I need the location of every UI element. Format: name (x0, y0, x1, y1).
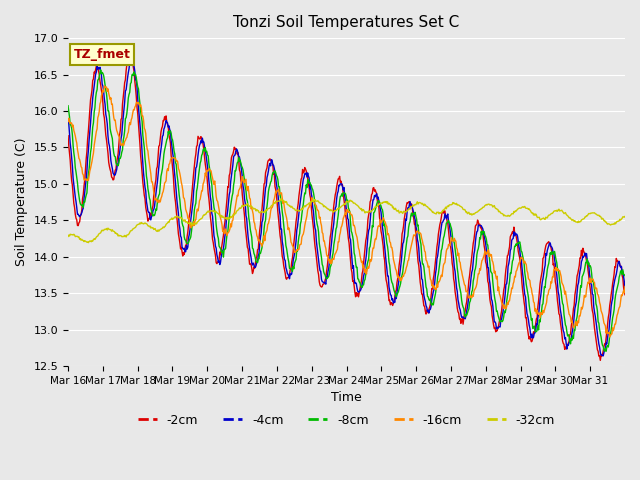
-8cm (64, 103, 72, 108)
-16cm (260, 233, 268, 239)
-8cm (404, 225, 412, 230)
Title: Tonzi Soil Temperatures Set C: Tonzi Soil Temperatures Set C (234, 15, 460, 30)
-8cm (233, 164, 241, 169)
Line: -4cm: -4cm (68, 60, 625, 356)
X-axis label: Time: Time (331, 391, 362, 404)
-2cm (64, 133, 72, 139)
Legend: -2cm, -4cm, -8cm, -16cm, -32cm: -2cm, -4cm, -8cm, -16cm, -32cm (133, 409, 560, 432)
-16cm (436, 277, 444, 283)
-32cm (260, 210, 268, 216)
-8cm (602, 348, 610, 354)
-16cm (233, 196, 241, 202)
Line: -16cm: -16cm (68, 86, 625, 337)
-4cm (282, 257, 289, 263)
-32cm (406, 206, 413, 212)
-8cm (97, 67, 104, 73)
-2cm (131, 69, 138, 74)
-32cm (233, 208, 241, 214)
-16cm (282, 209, 289, 215)
-8cm (260, 226, 268, 232)
-4cm (621, 286, 629, 291)
-16cm (404, 257, 412, 263)
-32cm (436, 210, 444, 216)
Line: -2cm: -2cm (68, 54, 625, 360)
-16cm (621, 284, 629, 289)
-32cm (131, 225, 138, 231)
-2cm (127, 51, 134, 57)
-16cm (606, 334, 614, 340)
-32cm (277, 196, 285, 202)
Line: -8cm: -8cm (68, 70, 625, 351)
-4cm (404, 206, 412, 212)
-2cm (260, 181, 268, 187)
-32cm (64, 233, 72, 239)
Text: TZ_fmet: TZ_fmet (74, 48, 131, 61)
-32cm (84, 240, 92, 245)
Y-axis label: Soil Temperature (C): Soil Temperature (C) (15, 138, 28, 266)
-4cm (64, 118, 72, 123)
-8cm (282, 234, 289, 240)
-16cm (64, 119, 72, 124)
-16cm (100, 83, 108, 89)
-2cm (282, 270, 289, 276)
-4cm (436, 236, 444, 241)
-32cm (621, 214, 629, 219)
-8cm (621, 273, 629, 278)
-2cm (621, 292, 629, 298)
-2cm (596, 358, 604, 363)
-4cm (600, 353, 607, 359)
-2cm (404, 199, 412, 205)
-32cm (282, 199, 290, 204)
-4cm (260, 201, 268, 206)
-2cm (436, 222, 444, 228)
-4cm (233, 146, 241, 152)
-4cm (131, 63, 138, 69)
-8cm (131, 69, 138, 75)
-16cm (131, 107, 138, 113)
-2cm (233, 147, 241, 153)
-8cm (436, 261, 444, 266)
-4cm (127, 57, 134, 62)
Line: -32cm: -32cm (68, 199, 625, 242)
